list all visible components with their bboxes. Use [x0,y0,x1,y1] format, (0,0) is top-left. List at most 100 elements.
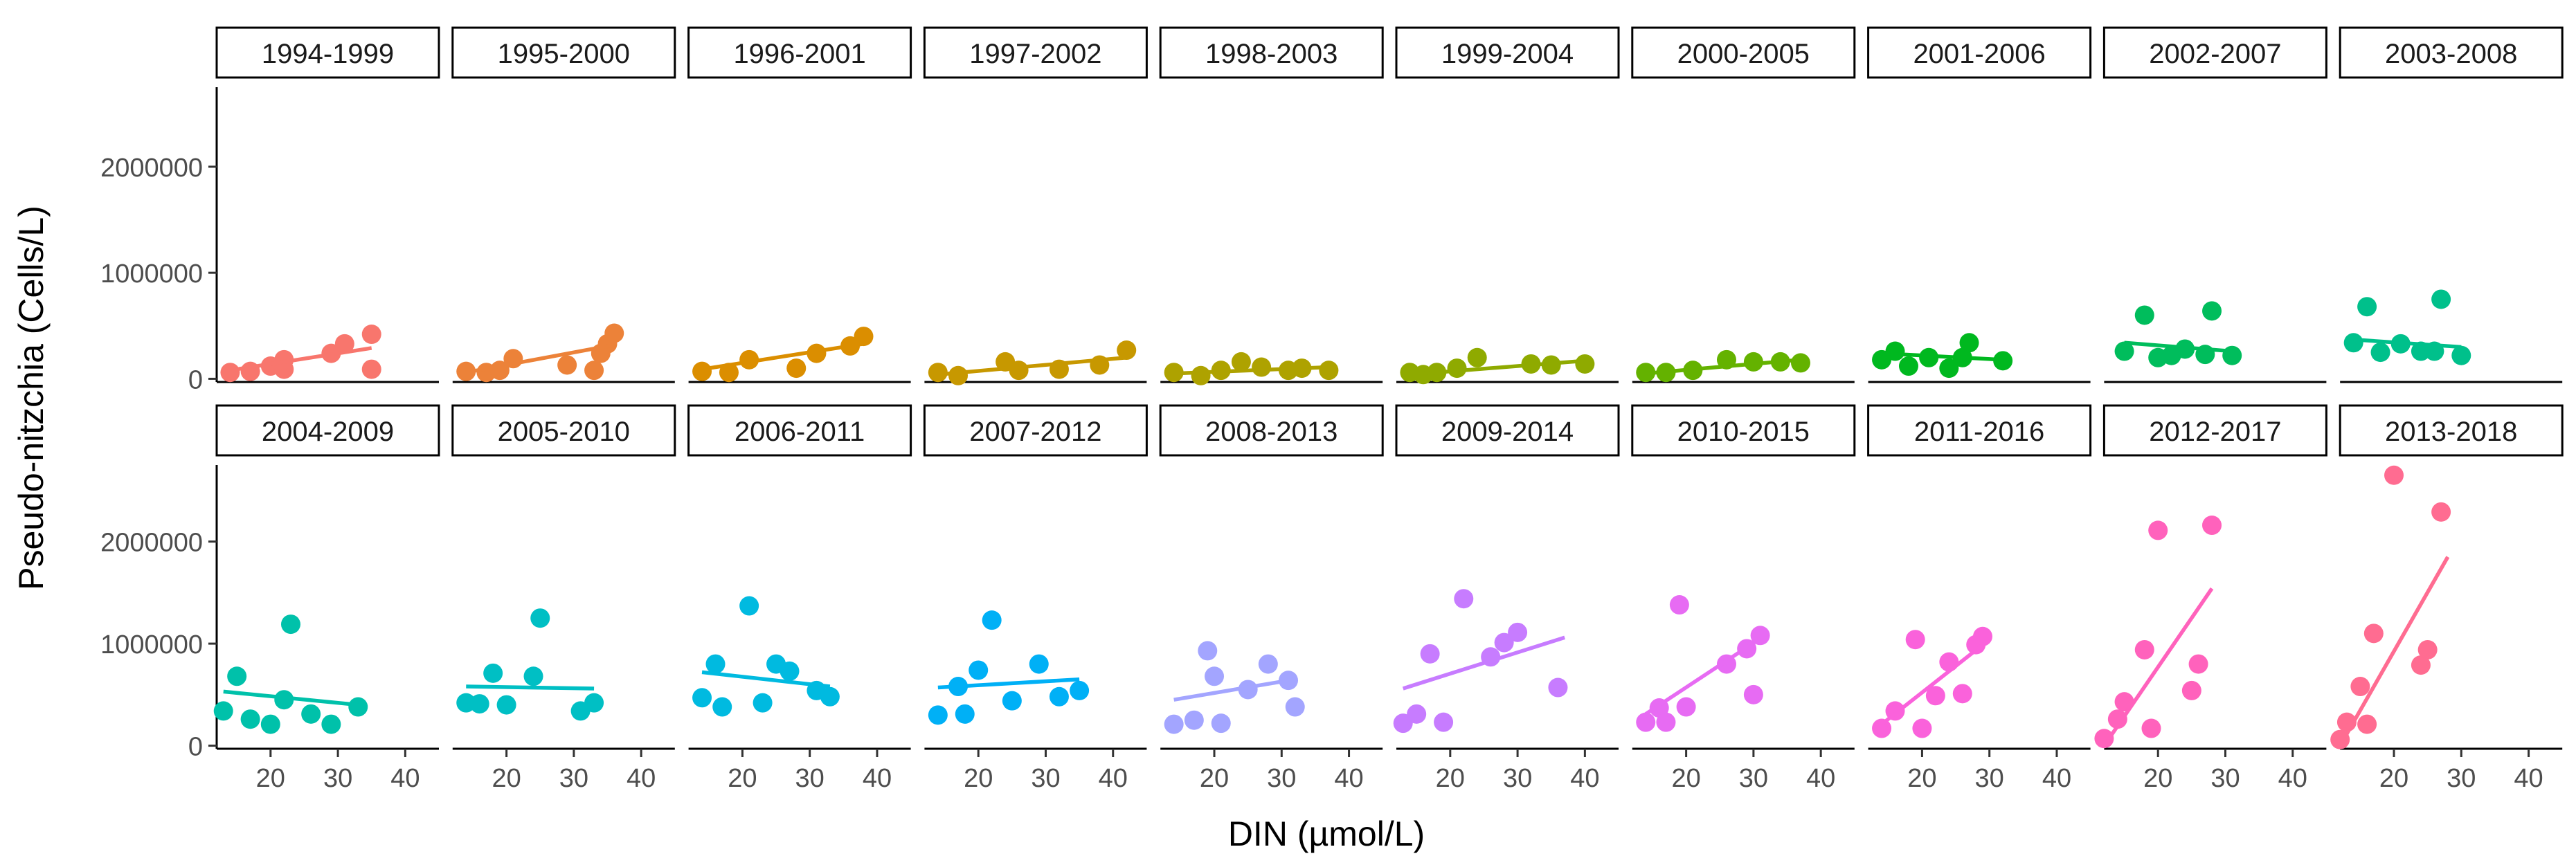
data-point [1508,622,1528,642]
data-point [1636,712,1656,732]
data-point [604,323,624,343]
x-tick-label: 30 [323,764,352,793]
facet-strip-label: 2013-2018 [2385,417,2517,447]
x-tick-label: 40 [2514,764,2543,793]
data-point [274,690,294,710]
fit-line [1646,358,1801,376]
data-point [1494,632,1514,653]
data-point [854,327,874,347]
x-tick-label: 20 [492,764,521,793]
facet-strip-label: 2009-2014 [1441,417,1574,447]
data-point [523,666,543,686]
facet-strip-label: 2005-2010 [498,417,630,447]
data-point [584,361,604,381]
facet-strip-label: 1998-2003 [1205,39,1337,69]
data-point [2431,289,2451,309]
data-point [334,334,354,354]
data-point [1070,680,1090,700]
data-point [1407,704,1427,724]
data-point [1952,684,1972,704]
data-point [2357,714,2377,734]
x-tick-label: 30 [1031,764,1060,793]
y-axis-title: Pseudo-nitzchia (Cells/L) [12,206,51,590]
facet-strip [1159,26,1384,79]
y-tick-label: 0 [188,365,203,394]
x-tick-label: 30 [559,764,588,793]
data-point [1029,654,1049,674]
facet-panel: 2003-2008 [2339,26,2564,383]
panels-layer: 1994-1999 0 1000000 2000000 1995-2000 1996-20… [100,26,2564,793]
facet-strip-label: 2008-2013 [1205,417,1337,447]
fit-line [937,356,1127,377]
data-point [260,714,280,734]
fit-line [2338,556,2450,747]
x-tick-label: 40 [2278,764,2307,793]
data-point [1676,697,1696,717]
facet-strip-label: 1994-1999 [262,39,394,69]
data-point [955,704,975,724]
facet-strip [451,404,676,457]
data-point [301,704,321,724]
data-point [739,596,759,616]
facet-strip-label: 2011-2016 [1914,417,2044,447]
data-point [2451,345,2471,365]
facet-strip [687,404,912,457]
facet-strip [2102,404,2327,457]
data-point [1912,718,1932,738]
x-tick-label: 40 [390,764,420,793]
data-point [1420,644,1440,664]
facet-strip-label: 2003-2008 [2385,39,2517,69]
facet-strip-label: 1997-2002 [969,39,1101,69]
data-point [1993,351,2013,371]
data-point [2188,654,2208,674]
facet-panel: 2010-2015 20 30 40 [1631,404,1856,793]
x-tick-label: 40 [1334,764,1363,793]
data-point [1198,641,1218,661]
facet-strip-label: 2006-2011 [735,417,865,447]
data-point [969,660,989,680]
data-point [530,608,550,628]
data-point [1184,710,1204,730]
data-point [2107,709,2127,729]
data-point [2411,655,2431,675]
data-point [321,714,341,734]
data-point [2357,297,2377,317]
fit-line [230,346,372,372]
fit-line [466,684,595,691]
data-point [1575,354,1595,374]
data-point [2384,465,2404,485]
facet-panel: 2006-2011 20 30 40 [687,404,912,793]
data-point [213,701,233,721]
data-point [820,686,840,707]
facet-panel: 1996-2001 [687,26,912,383]
fit-line [1409,358,1585,377]
facet-panel: 1995-2000 [451,26,676,383]
facet-strip [1395,404,1620,457]
fit-line [701,342,864,372]
data-point [557,355,577,375]
fit-line [1644,637,1762,716]
data-point [1211,713,1231,734]
data-point [1049,686,1069,707]
facet-strip [1631,404,1856,457]
data-point [1939,358,1959,379]
facet-strip [2339,26,2564,79]
data-point [2350,677,2370,697]
fit-line [1173,365,1329,376]
data-point [220,363,240,383]
data-point [1905,630,1925,650]
data-point [1434,712,1454,732]
facet-strip-label: 1996-2001 [733,39,865,69]
facet-strip [1395,26,1620,79]
facet-strip-label: 2000-2005 [1677,39,1810,69]
data-point [1959,333,1979,353]
x-tick-label: 40 [1099,764,1128,793]
facet-strip [451,26,676,79]
data-point [2181,680,2201,700]
data-point [692,688,712,708]
data-point [483,663,503,683]
facet-strip [2339,404,2564,457]
data-point [1454,589,1474,609]
x-tick-label: 40 [1570,764,1599,793]
data-point [753,693,773,713]
